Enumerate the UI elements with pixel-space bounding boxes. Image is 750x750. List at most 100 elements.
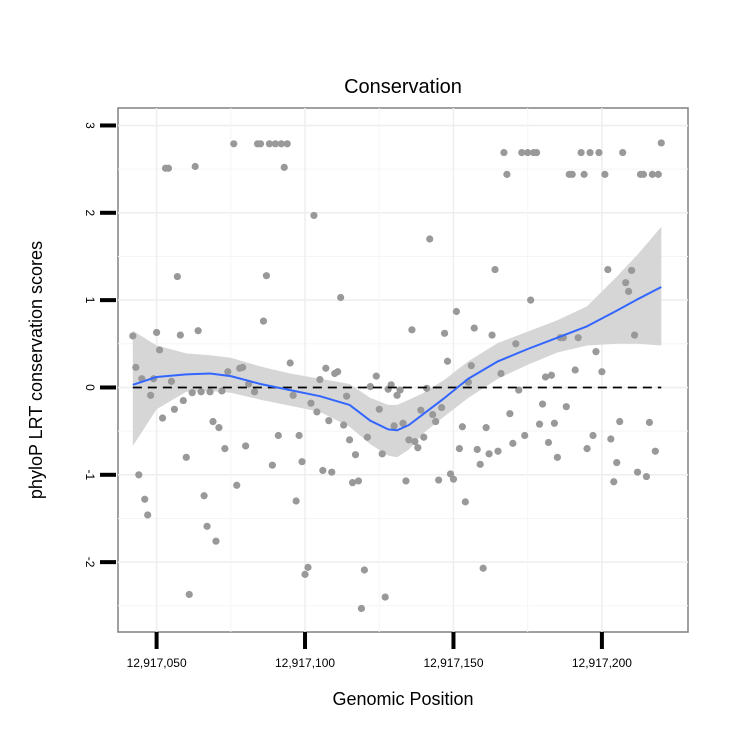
data-point bbox=[642, 472, 651, 481]
data-point bbox=[363, 433, 371, 441]
data-point bbox=[580, 170, 588, 178]
data-point bbox=[197, 388, 205, 396]
x-tick-label: 12,917,100 bbox=[275, 656, 335, 670]
data-point bbox=[200, 492, 208, 500]
data-point bbox=[280, 163, 288, 171]
data-point bbox=[298, 458, 306, 466]
smooth-line bbox=[132, 286, 662, 432]
x-tick-label: 12,917,150 bbox=[423, 656, 483, 670]
data-point bbox=[212, 537, 220, 545]
data-point bbox=[402, 477, 410, 485]
data-point bbox=[313, 408, 321, 416]
data-point bbox=[509, 439, 517, 447]
data-point bbox=[538, 400, 547, 408]
x-tick-label: 12,917,050 bbox=[127, 656, 187, 670]
data-point bbox=[491, 265, 499, 274]
data-point bbox=[194, 327, 202, 335]
data-point bbox=[432, 417, 440, 426]
data-point bbox=[411, 438, 419, 446]
data-point bbox=[473, 445, 481, 454]
y-axis: -2 -1 0 1 2 3 bbox=[83, 122, 116, 568]
data-point bbox=[366, 382, 374, 391]
data-point bbox=[289, 391, 297, 399]
data-point bbox=[292, 497, 300, 505]
data-point bbox=[351, 451, 360, 459]
data-point bbox=[360, 566, 369, 574]
data-point bbox=[310, 211, 318, 220]
data-point bbox=[152, 328, 161, 337]
data-point bbox=[527, 296, 535, 304]
y-tick-label: 0 bbox=[83, 384, 97, 391]
data-point bbox=[639, 170, 648, 178]
data-point bbox=[179, 396, 187, 405]
data-point bbox=[215, 424, 223, 432]
data-point bbox=[268, 461, 276, 469]
data-point bbox=[295, 431, 303, 440]
data-point bbox=[176, 331, 184, 339]
data-point bbox=[209, 417, 217, 426]
data-point bbox=[435, 476, 443, 484]
data-point bbox=[233, 481, 241, 489]
data-point bbox=[381, 593, 389, 601]
data-point bbox=[239, 363, 247, 371]
data-point bbox=[141, 495, 149, 503]
data-point bbox=[467, 362, 475, 370]
data-point bbox=[544, 438, 553, 447]
data-point bbox=[378, 450, 386, 458]
data-point bbox=[170, 405, 179, 413]
data-point bbox=[262, 272, 271, 280]
data-point bbox=[304, 563, 312, 571]
data-point bbox=[595, 148, 603, 157]
y-axis-label: phyloP LRT conservation scores bbox=[26, 241, 46, 499]
loess-line bbox=[132, 286, 662, 432]
data-point bbox=[316, 376, 324, 384]
data-point bbox=[440, 329, 449, 337]
data-point bbox=[541, 373, 550, 381]
data-point bbox=[568, 170, 576, 178]
data-point bbox=[651, 447, 659, 455]
data-point bbox=[135, 471, 143, 479]
data-point bbox=[571, 366, 579, 374]
confidence-band-area bbox=[132, 226, 662, 458]
data-point bbox=[562, 403, 570, 411]
data-point bbox=[446, 470, 455, 478]
data-point bbox=[470, 324, 478, 332]
data-point bbox=[328, 468, 336, 476]
data-point bbox=[630, 331, 639, 339]
data-point bbox=[224, 368, 232, 376]
data-point bbox=[619, 148, 627, 157]
data-point bbox=[518, 148, 526, 157]
data-point bbox=[250, 388, 259, 396]
data-point bbox=[500, 148, 508, 157]
y-tick-label: -1 bbox=[83, 469, 97, 480]
data-point bbox=[271, 140, 279, 148]
data-point bbox=[283, 140, 291, 148]
data-point bbox=[286, 359, 294, 367]
data-point bbox=[503, 170, 511, 178]
data-point bbox=[173, 272, 181, 281]
data-point bbox=[494, 447, 502, 455]
data-point bbox=[524, 148, 532, 157]
data-point bbox=[532, 148, 541, 157]
data-point bbox=[396, 386, 404, 394]
data-point bbox=[625, 287, 633, 295]
data-point bbox=[521, 431, 529, 440]
data-point bbox=[274, 431, 282, 440]
data-point bbox=[604, 265, 612, 274]
data-point bbox=[574, 334, 582, 342]
data-point bbox=[613, 458, 621, 467]
confidence-band bbox=[132, 226, 662, 458]
data-point bbox=[405, 436, 413, 444]
data-point bbox=[182, 453, 190, 461]
y-tick-label: -2 bbox=[83, 557, 97, 568]
data-point bbox=[203, 522, 211, 530]
data-point bbox=[390, 422, 398, 430]
data-point bbox=[348, 479, 357, 487]
data-point bbox=[167, 377, 176, 385]
data-point bbox=[648, 170, 656, 178]
data-point bbox=[399, 419, 407, 427]
data-point bbox=[277, 140, 285, 148]
y-tick-label: 3 bbox=[83, 122, 97, 129]
data-point bbox=[515, 386, 523, 394]
data-point bbox=[443, 357, 452, 365]
